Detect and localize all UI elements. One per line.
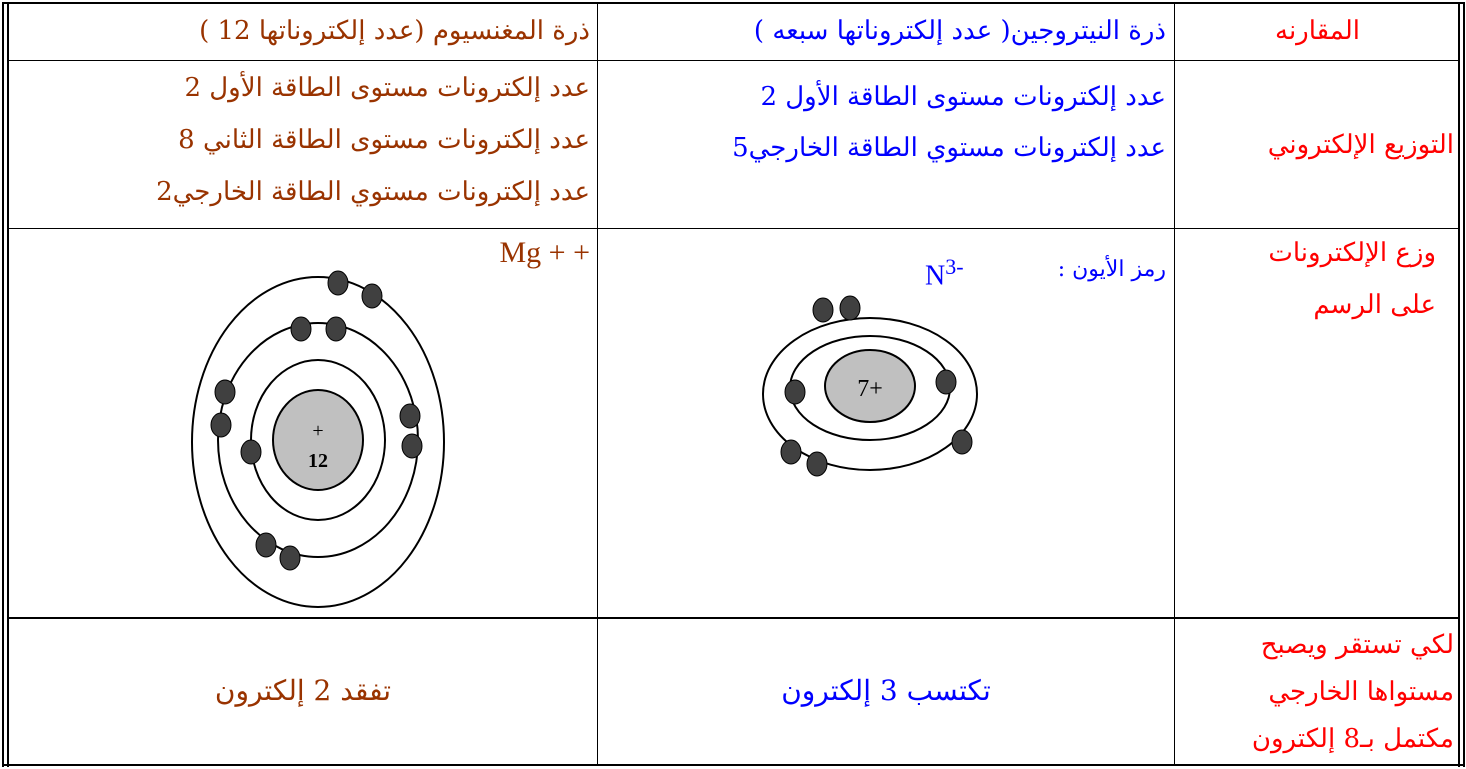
cell-text: التوزيع الإلكتروني bbox=[1267, 130, 1454, 160]
ion-label: رمز الأيون : bbox=[1057, 257, 1166, 282]
cell-text: مستواها الخارجي bbox=[1268, 677, 1454, 707]
shell bbox=[191, 276, 445, 608]
border bbox=[1463, 2, 1465, 767]
header-cell: ذرة النيتروجين( عدد إلكتروناتها سبعه ) bbox=[753, 16, 1166, 46]
cell-text: تفقد 2 إلكترون bbox=[214, 674, 392, 707]
row-line bbox=[8, 228, 1460, 229]
header-cell: ذرة المغنسيوم (عدد إلكتروناتها 12 ) bbox=[199, 16, 590, 46]
cell-text: لكي تستقر ويصبح bbox=[1260, 630, 1454, 660]
cell-text: على الرسم bbox=[1313, 290, 1436, 320]
ion-symbol: Mg + + bbox=[499, 236, 590, 269]
header-cell: المقارنه bbox=[1275, 16, 1360, 46]
cell-text: عدد إلكترونات مستوي الطاقة الخارجي5 bbox=[732, 133, 1166, 163]
electrons bbox=[210, 270, 423, 571]
nucleus-label: 7+ bbox=[857, 376, 883, 402]
col-line bbox=[597, 2, 598, 766]
cell-text: عدد إلكترونات مستوى الطاقة الأول 2 bbox=[184, 73, 590, 103]
border bbox=[7, 2, 9, 767]
nucleus-sign: + bbox=[312, 420, 323, 442]
ion-symbol: N3- bbox=[925, 250, 964, 293]
magnesium-atom bbox=[191, 276, 445, 608]
nucleus-number: 12 bbox=[308, 450, 328, 472]
shell bbox=[217, 322, 419, 558]
nucleus bbox=[272, 389, 364, 491]
border bbox=[2, 2, 1465, 4]
shell bbox=[762, 317, 978, 471]
shell bbox=[250, 359, 386, 521]
cell-text: عدد إلكترونات مستوى الطاقة الثاني 8 bbox=[178, 125, 590, 155]
border bbox=[2, 2, 4, 767]
cell-text: عدد إلكترونات مستوى الطاقة الأول 2 bbox=[760, 82, 1166, 112]
cell-text: مكتمل بـ8 إلكترون bbox=[1251, 724, 1454, 754]
border bbox=[2, 764, 1465, 766]
cell-text: تكتسب 3 إلكترون bbox=[781, 674, 991, 707]
charge: 3- bbox=[945, 254, 964, 279]
row-line bbox=[8, 60, 1460, 61]
shell bbox=[789, 335, 951, 441]
row-line bbox=[8, 617, 1460, 619]
col-line bbox=[1174, 2, 1175, 766]
cell-text: وزع الإلكترونات bbox=[1268, 238, 1436, 268]
nucleus bbox=[824, 349, 916, 423]
electrons bbox=[780, 295, 973, 477]
cell-text: عدد إلكترونات مستوي الطاقة الخارجي2 bbox=[156, 177, 590, 207]
symbol: N bbox=[925, 260, 946, 292]
border bbox=[1458, 2, 1460, 767]
nitrogen-atom bbox=[762, 317, 978, 471]
